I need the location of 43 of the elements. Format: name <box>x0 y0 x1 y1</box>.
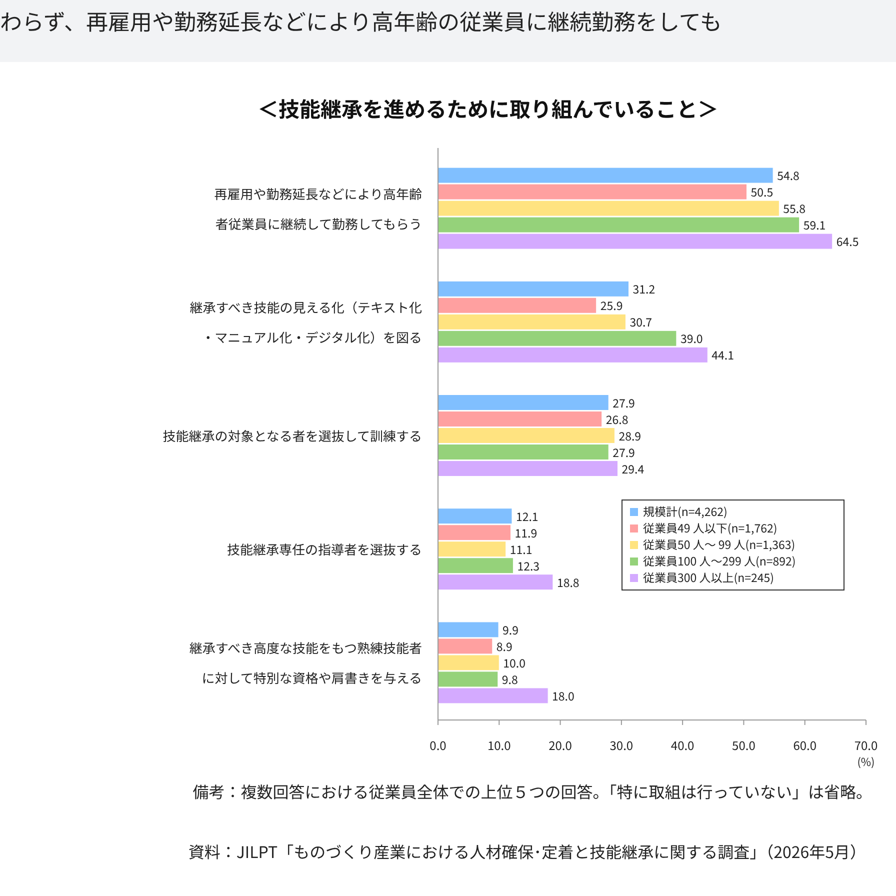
x-tick-label: 70.0 <box>854 737 878 754</box>
data-label: 39.0 <box>680 331 703 348</box>
legend-label: 従業員50 人～ 99 人(n=1,363) <box>643 537 796 553</box>
data-label: 8.9 <box>496 638 512 655</box>
data-label: 18.8 <box>556 574 580 591</box>
data-label: 55.8 <box>783 201 806 218</box>
data-label: 27.9 <box>612 444 635 461</box>
data-label: 10.0 <box>503 655 526 672</box>
x-tick-label: 10.0 <box>487 737 512 754</box>
legend-label: 従業員100 人～299 人(n=892) <box>643 554 796 570</box>
data-label: 54.8 <box>777 168 800 184</box>
data-label: 50.5 <box>750 184 774 201</box>
data-label: 11.9 <box>514 525 538 542</box>
data-label: 29.4 <box>622 461 645 478</box>
data-label: 28.9 <box>618 428 642 444</box>
legend-label: 規模計(n=4,262) <box>643 504 728 520</box>
x-tick-label: 20.0 <box>548 737 572 754</box>
data-label: 9.9 <box>502 622 518 638</box>
data-label: 26.8 <box>606 412 628 428</box>
x-tick-label: 40.0 <box>670 737 695 754</box>
data-label: 64.5 <box>836 234 859 250</box>
data-label: 18.0 <box>552 688 574 704</box>
data-label: 12.1 <box>516 508 538 525</box>
data-label: 59.1 <box>803 218 826 234</box>
data-label: 11.1 <box>510 542 532 558</box>
x-axis-title: (%) <box>857 754 875 770</box>
data-label: 44.1 <box>712 348 734 364</box>
text: 備考：複数回答における従業員全体での上位５つの回答。「特に取組は行っていない」は省略。 <box>192 779 872 803</box>
x-tick-label: 30.0 <box>610 737 634 754</box>
x-tick-label: 0.0 <box>430 737 447 754</box>
data-label: 9.8 <box>502 672 518 688</box>
data-label: 25.9 <box>600 298 623 314</box>
legend-label: 従業員300 人以上(n=245) <box>643 570 774 586</box>
x-tick-label: 60.0 <box>793 737 817 754</box>
legend-label: 従業員49 人以下(n=1,762) <box>643 520 778 536</box>
data-label: 31.2 <box>632 282 656 298</box>
x-tick-label: 50.0 <box>732 737 756 754</box>
data-label: 30.7 <box>630 314 652 331</box>
data-label: 27.9 <box>612 395 635 412</box>
text: 資料：JILPT「ものづくり産業における人材確保･定着と技能継承に関する調査」（2026年5月） <box>188 839 866 863</box>
text: わらず、再雇用や勤務延長などにより高年齢の従業員に継続勤務をしても <box>0 5 722 37</box>
chart-title: ＜技能継承を進めるために取り組んでいること＞ <box>258 94 718 124</box>
data-label: 12.3 <box>517 558 540 574</box>
